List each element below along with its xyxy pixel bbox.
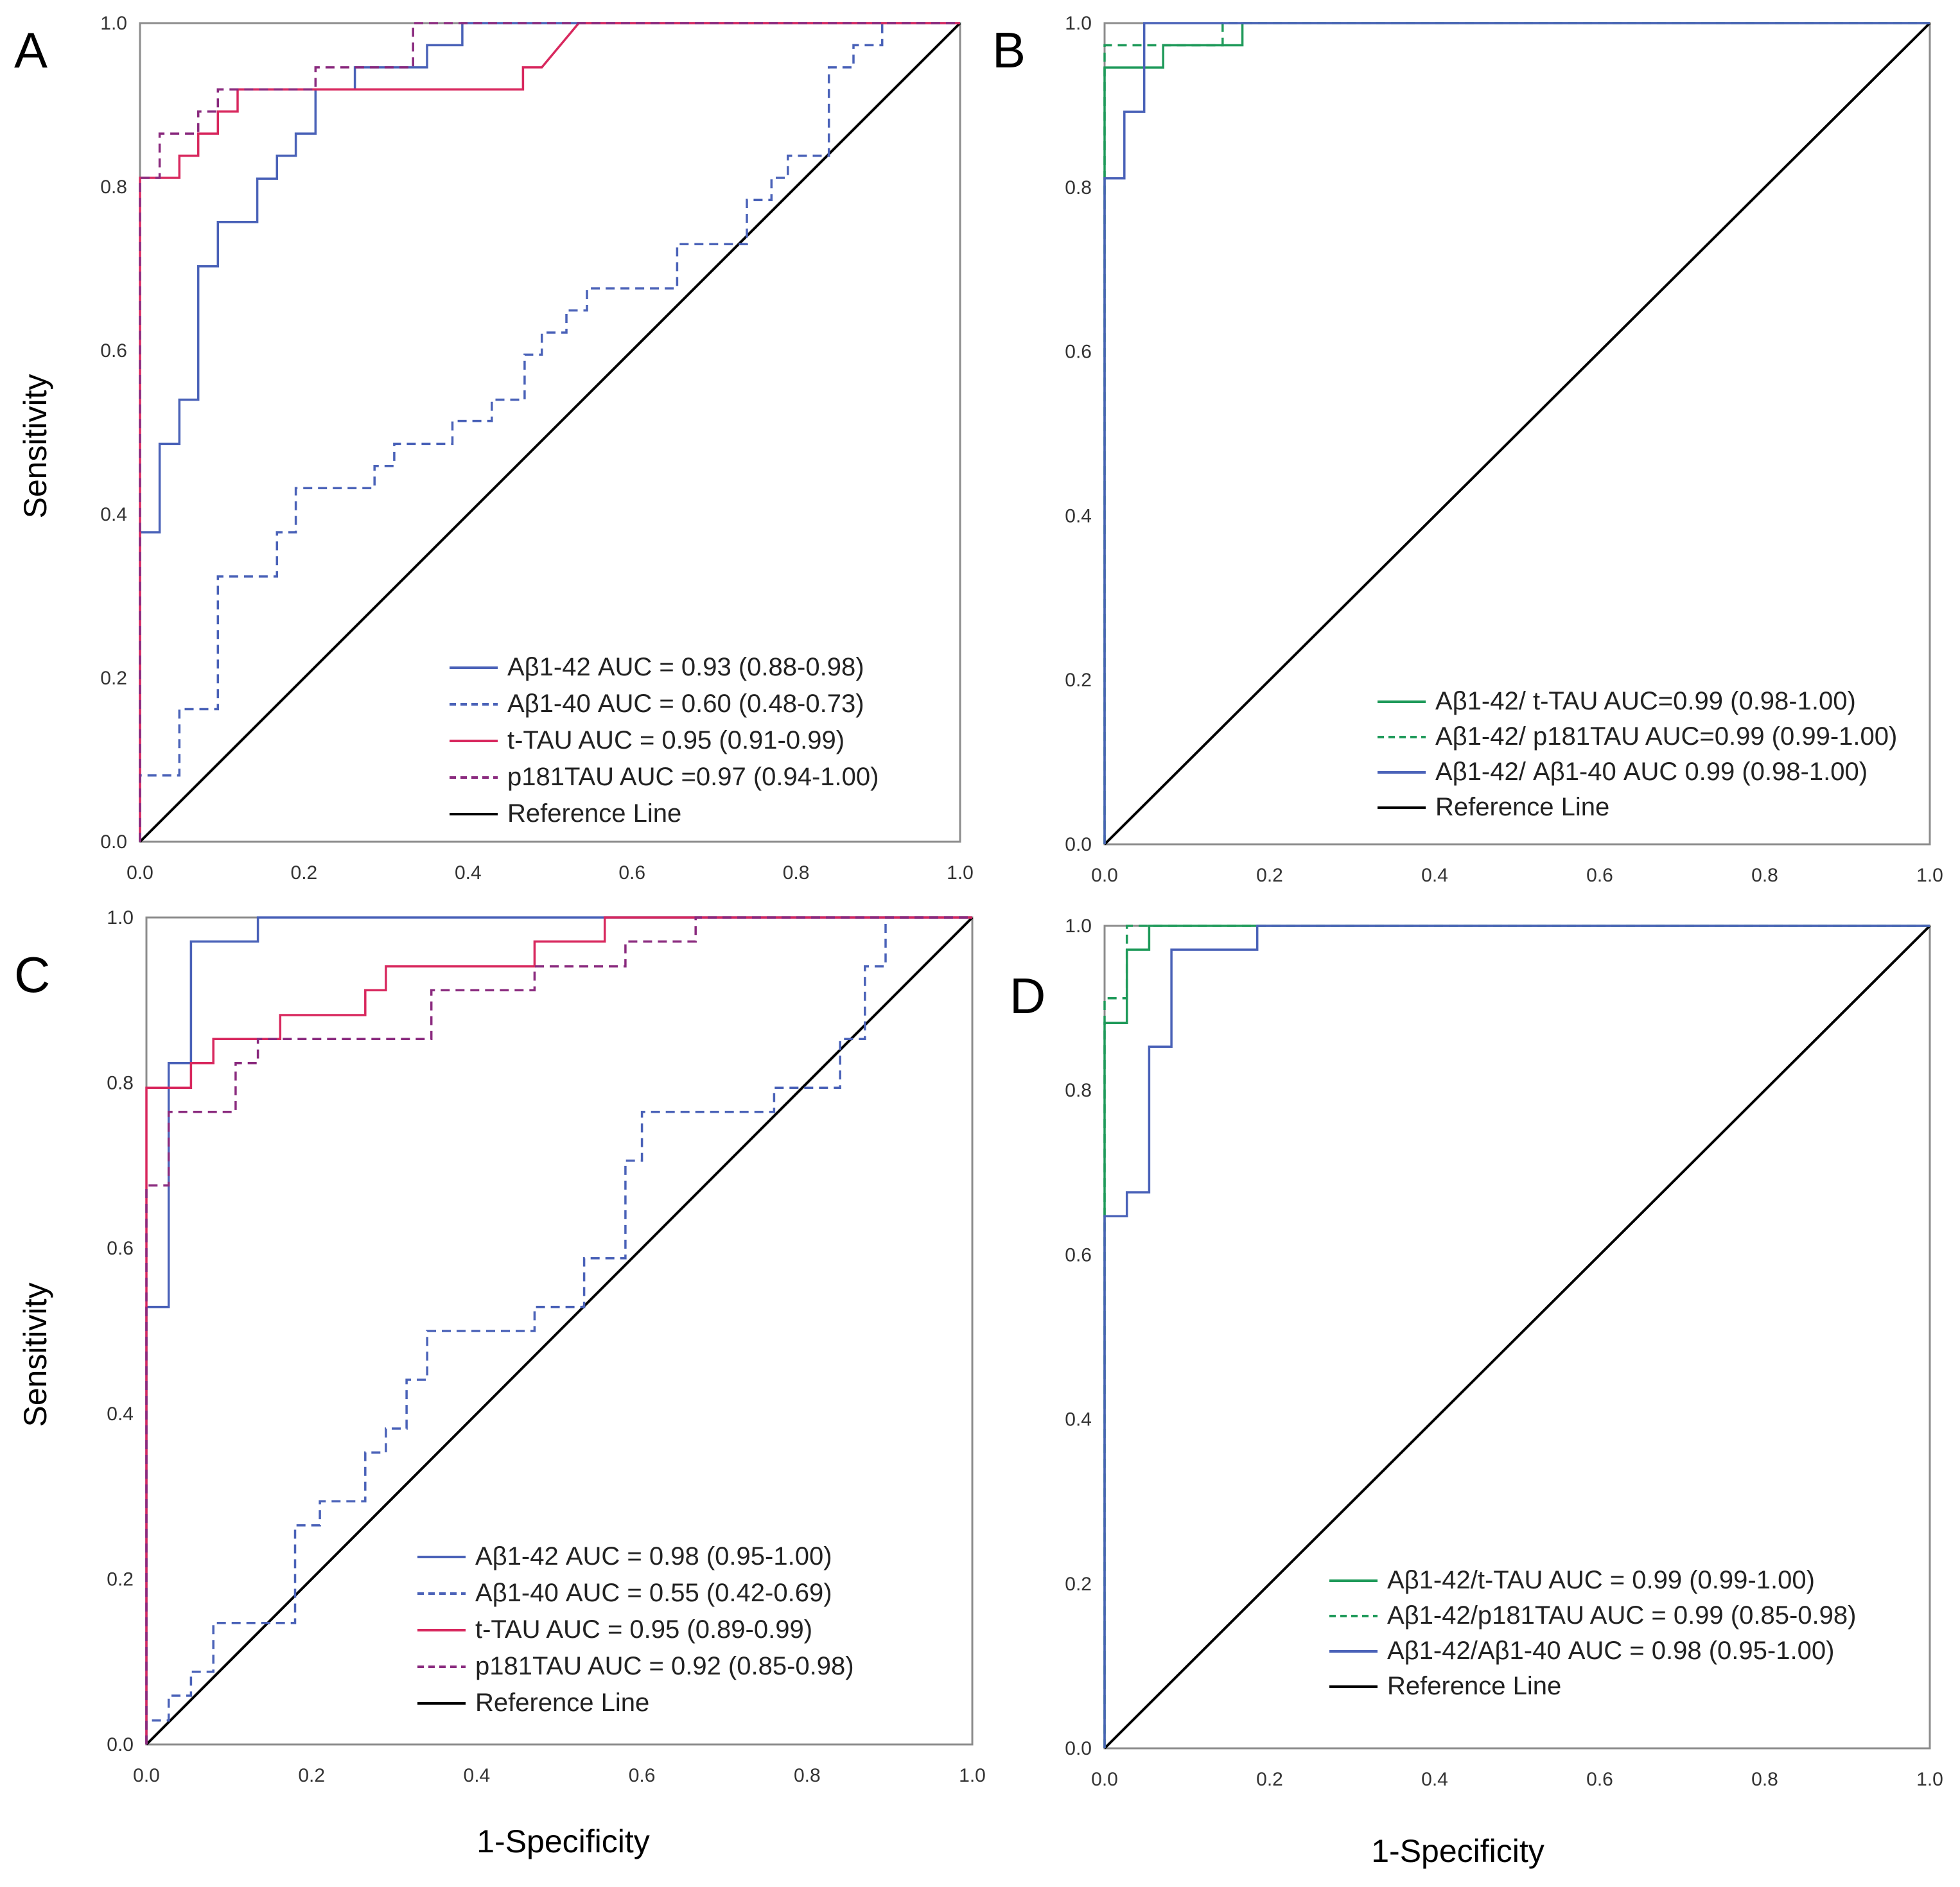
y-tick-c: 0.2 (107, 1569, 134, 1590)
y-tick-b: 0.6 (1065, 342, 1092, 363)
reference-line-c (145, 916, 974, 1746)
x-axis-title-left: 1-Specificity (477, 1823, 650, 1859)
x-axis-title-right: 1-Specificity (1371, 1833, 1544, 1869)
x-tick-a: 1.0 (947, 862, 974, 883)
y-tick-d: 0.2 (1065, 1574, 1092, 1595)
x-tick-d: 1.0 (1916, 1769, 1943, 1790)
y-axis-title-bottom: Sensitivity (17, 1282, 53, 1427)
y-tick-d: 1.0 (1065, 916, 1092, 937)
roc-curve-2-b (1103, 22, 1930, 844)
y-tick-d: 0.0 (1065, 1738, 1092, 1759)
legend-label-d: Aβ1-42/Aβ1-40 AUC = 0.98 (0.95-1.00) (1387, 1637, 1834, 1665)
legend-label-d: Aβ1-42/p181TAU AUC = 0.99 (0.85-0.98) (1387, 1601, 1856, 1630)
legend-d: Aβ1-42/t-TAU AUC = 0.99 (0.99-1.00) Aβ1-4… (1329, 1566, 1856, 1700)
x-tick-c: 1.0 (959, 1765, 986, 1786)
x-tick-a: 0.0 (127, 862, 153, 883)
roc-curve-2-a (139, 22, 960, 842)
legend-a: Aβ1-42 AUC = 0.93 (0.88-0.98) Aβ1-40 AUC … (450, 653, 879, 828)
x-tick-a: 0.2 (291, 862, 318, 883)
panel-a: A 0.0 0.2 0.4 0.6 0.8 1.0 0.0 0.2 0.4 0.6 0.8 1.0 Aβ1… (14, 13, 974, 883)
legend-b: Aβ1-42/ t-TAU AUC=0.99 (0.98-1.00) Aβ1-42… (1378, 687, 1897, 821)
y-tick-a: 0.2 (100, 668, 127, 689)
x-tick-c: 0.4 (464, 1765, 491, 1786)
legend-label-d: Reference Line (1387, 1672, 1561, 1700)
legend-label-a: t-TAU AUC = 0.95 (0.91-0.99) (507, 726, 844, 754)
y-tick-b: 0.2 (1065, 670, 1092, 691)
panel-letter-d: D (1010, 968, 1046, 1024)
x-tick-d: 0.2 (1256, 1769, 1283, 1790)
legend-label-b: Aβ1-42/ p181TAU AUC=0.99 (0.99-1.00) (1435, 722, 1897, 751)
legend-label-d: Aβ1-42/t-TAU AUC = 0.99 (0.99-1.00) (1387, 1566, 1815, 1594)
y-tick-d: 0.6 (1065, 1244, 1092, 1265)
legend-c: Aβ1-42 AUC = 0.98 (0.95-1.00) Aβ1-40 AUC … (417, 1542, 854, 1717)
x-tick-b: 0.8 (1751, 865, 1778, 886)
legend-label-c: Aβ1-42 AUC = 0.98 (0.95-1.00) (475, 1542, 832, 1570)
x-tick-b: 0.6 (1586, 865, 1613, 886)
legend-label-c: Aβ1-40 AUC = 0.55 (0.42-0.69) (475, 1579, 832, 1607)
x-tick-d: 0.4 (1421, 1769, 1448, 1790)
legend-label-b: Reference Line (1435, 793, 1609, 821)
x-tick-c: 0.2 (298, 1765, 325, 1786)
roc-curve-3-a (139, 22, 960, 842)
y-tick-b: 0.4 (1065, 505, 1092, 526)
x-tick-d: 0.0 (1091, 1769, 1118, 1790)
legend-label-c: p181TAU AUC = 0.92 (0.85-0.98) (475, 1652, 854, 1680)
roc-curve-2-c (145, 916, 972, 1744)
legend-label-a: Aβ1-40 AUC = 0.60 (0.48-0.73) (507, 690, 864, 718)
x-tick-c: 0.0 (133, 1765, 160, 1786)
x-tick-b: 0.4 (1421, 865, 1448, 886)
legend-label-b: Aβ1-42/ t-TAU AUC=0.99 (0.98-1.00) (1435, 687, 1856, 715)
reference-line-a (139, 22, 961, 843)
y-tick-b: 0.0 (1065, 834, 1092, 855)
x-tick-b: 1.0 (1916, 865, 1943, 886)
x-tick-a: 0.8 (783, 862, 810, 883)
y-axis-title-top: Sensitivity (17, 374, 53, 518)
panel-c: C 0.0 0.2 0.4 0.6 0.8 1.0 0.0 0.2 0.4 0.6 0.8 1.0 Aβ1… (14, 907, 986, 1786)
y-tick-c: 0.6 (107, 1238, 134, 1259)
panel-letter-a: A (14, 22, 48, 78)
y-tick-d: 0.8 (1065, 1080, 1092, 1101)
legend-label-a: Reference Line (507, 799, 681, 828)
roc-curve-0-a (139, 22, 960, 842)
roc-curve-1-a (139, 22, 960, 842)
legend-label-c: Reference Line (475, 1689, 649, 1717)
y-tick-a: 0.0 (100, 831, 127, 853)
x-tick-b: 0.0 (1091, 865, 1118, 886)
y-tick-a: 0.8 (100, 177, 127, 198)
x-tick-d: 0.6 (1586, 1769, 1613, 1790)
panel-letter-c: C (14, 946, 50, 1003)
x-tick-b: 0.2 (1256, 865, 1283, 886)
reference-line-b (1103, 22, 1931, 846)
roc-curve-2-d (1103, 925, 1930, 1748)
legend-label-a: p181TAU AUC =0.97 (0.94-1.00) (507, 763, 879, 791)
x-tick-a: 0.4 (455, 862, 482, 883)
panel-b: B 0.0 0.2 0.4 0.6 0.8 1.0 0.0 0.2 0.4 0.6 0.8 1.0 Aβ1… (992, 13, 1943, 886)
reference-line-d (1103, 925, 1931, 1750)
roc-curve-3-c (145, 916, 972, 1744)
x-tick-d: 0.8 (1751, 1769, 1778, 1790)
y-tick-a: 0.4 (100, 504, 127, 525)
x-tick-c: 0.6 (629, 1765, 656, 1786)
panel-d: D 0.0 0.2 0.4 0.6 0.8 1.0 0.0 0.2 0.4 0.6 0.8 1.0 Aβ1… (1010, 916, 1943, 1790)
x-tick-a: 0.6 (618, 862, 645, 883)
y-tick-d: 0.4 (1065, 1409, 1092, 1430)
y-tick-a: 0.6 (100, 340, 127, 361)
y-tick-c: 0.0 (107, 1734, 134, 1755)
x-tick-c: 0.8 (794, 1765, 821, 1786)
legend-label-a: Aβ1-42 AUC = 0.93 (0.88-0.98) (507, 653, 864, 681)
panel-letter-b: B (992, 22, 1026, 78)
y-tick-a: 1.0 (100, 13, 127, 34)
y-tick-c: 0.4 (107, 1404, 134, 1425)
legend-label-c: t-TAU AUC = 0.95 (0.89-0.99) (475, 1615, 812, 1644)
y-tick-b: 1.0 (1065, 13, 1092, 34)
y-tick-b: 0.8 (1065, 177, 1092, 198)
roc-curve-1-c (145, 916, 972, 1744)
legend-label-b: Aβ1-42/ Aβ1-40 AUC 0.99 (0.98-1.00) (1435, 758, 1868, 786)
y-tick-c: 0.8 (107, 1073, 134, 1094)
y-tick-c: 1.0 (107, 907, 134, 928)
